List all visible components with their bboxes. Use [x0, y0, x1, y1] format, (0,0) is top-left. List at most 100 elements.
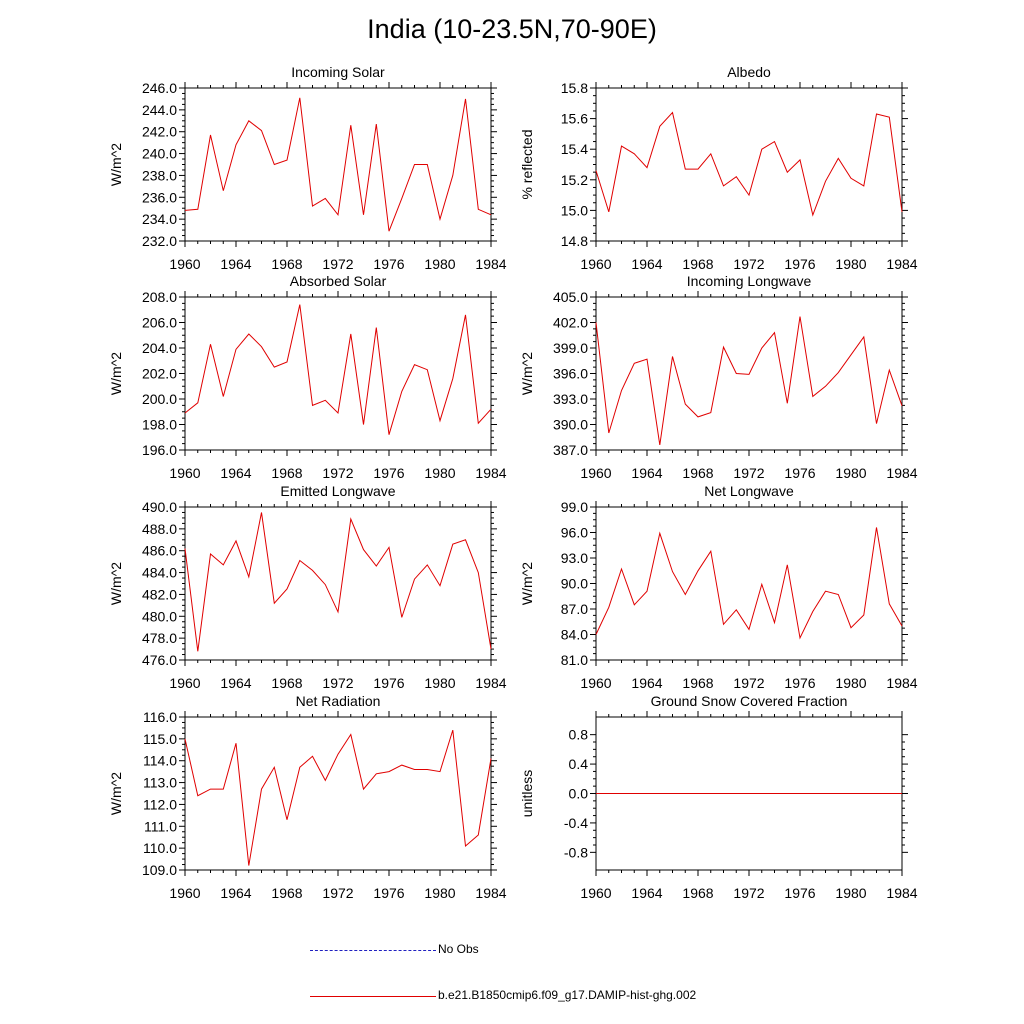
x-tick-label: 1960 — [169, 675, 200, 691]
y-axis-label: W/m^2 — [108, 143, 124, 186]
panel-4: Incoming Longwave W/m^2 387.0 390.0 393.0 396… — [519, 273, 918, 481]
y-tick-label: 484.0 — [142, 565, 177, 581]
x-tick-label: 1972 — [322, 465, 353, 481]
x-tick-label: 1972 — [733, 885, 764, 901]
y-tick-label: 15.2 — [561, 172, 588, 188]
x-tick-label: 1984 — [886, 256, 917, 272]
y-tick-label: 393.0 — [553, 391, 588, 407]
panel-6: Net Longwave W/m^2 81.0 84.0 87.0 90.0 93.0 96.… — [519, 483, 918, 691]
panel-title: Net Radiation — [296, 693, 381, 709]
panel-title: Albedo — [727, 64, 771, 80]
x-tick-label: 1984 — [475, 675, 506, 691]
y-tick-label: 246.0 — [142, 80, 177, 96]
y-tick-label: 99.0 — [561, 499, 588, 515]
y-tick-label: 93.0 — [561, 550, 588, 566]
y-tick-label: 206.0 — [142, 315, 177, 331]
y-tick-label: 110.0 — [143, 840, 177, 856]
y-tick-label: 200.0 — [142, 391, 177, 407]
panel-8: Ground Snow Covered Fraction unitless -0.8… — [519, 693, 918, 901]
x-tick-label: 1964 — [631, 465, 662, 481]
plot-frame — [595, 506, 903, 661]
x-tick-label: 1980 — [424, 885, 455, 901]
x-tick-label: 1976 — [373, 885, 404, 901]
y-axis-label: W/m^2 — [108, 562, 124, 605]
x-tick-label: 1972 — [322, 675, 353, 691]
x-tick-label: 1972 — [322, 256, 353, 272]
panel-1: Incoming Solar W/m^2 232.0 234.0 236.0 238.0 2… — [108, 64, 507, 272]
y-tick-label: 402.0 — [553, 315, 588, 331]
y-axis-label: W/m^2 — [108, 352, 124, 395]
legend-obs-swatch — [310, 950, 436, 951]
plot-frame — [184, 506, 492, 661]
x-tick-label: 1984 — [886, 465, 917, 481]
panel-title: Net Longwave — [704, 483, 794, 499]
panel-5: Emitted Longwave W/m^2 476.0 478.0 480.0 482.… — [108, 483, 507, 691]
x-tick-label: 1980 — [835, 675, 866, 691]
panel-3: Absorbed Solar W/m^2 196.0 198.0 200.0 202.0 2… — [108, 273, 507, 481]
y-tick-label: 478.0 — [142, 630, 177, 646]
y-tick-label: 204.0 — [142, 340, 177, 356]
x-tick-label: 1968 — [271, 465, 302, 481]
y-axis-label: W/m^2 — [108, 772, 124, 815]
x-tick-label: 1976 — [373, 465, 404, 481]
x-tick-label: 1960 — [169, 465, 200, 481]
x-tick-label: 1968 — [271, 885, 302, 901]
x-tick-label: 1976 — [784, 256, 815, 272]
legend-model-label: b.e21.B1850cmip6.f09_g17.DAMIP-hist-ghg.… — [438, 988, 697, 1002]
y-tick-label: 116.0 — [143, 709, 177, 725]
x-tick-label: 1980 — [424, 465, 455, 481]
x-tick-label: 1976 — [784, 885, 815, 901]
y-tick-label: 113.0 — [143, 775, 177, 791]
panel-title: Incoming Solar — [291, 64, 385, 80]
x-tick-label: 1984 — [475, 885, 506, 901]
plot-frame — [184, 296, 492, 451]
series-line — [184, 304, 492, 435]
x-tick-label: 1964 — [220, 885, 251, 901]
y-tick-label: 240.0 — [142, 146, 177, 162]
y-tick-label: 480.0 — [142, 608, 177, 624]
y-tick-label: 114.0 — [143, 753, 177, 769]
page-title: India (10-23.5N,70-90E) — [367, 14, 657, 44]
y-tick-label: 208.0 — [142, 289, 177, 305]
x-tick-label: 1972 — [733, 675, 764, 691]
x-tick-label: 1964 — [220, 465, 251, 481]
y-tick-label: 0.8 — [569, 727, 589, 743]
x-tick-label: 1968 — [682, 465, 713, 481]
x-tick-label: 1968 — [682, 885, 713, 901]
x-tick-label: 1968 — [682, 675, 713, 691]
x-tick-label: 1960 — [580, 885, 611, 901]
y-axis-label: W/m^2 — [519, 352, 535, 395]
x-tick-label: 1960 — [169, 885, 200, 901]
y-tick-label: 96.0 — [561, 525, 588, 541]
x-tick-label: 1972 — [733, 256, 764, 272]
x-tick-label: 1964 — [631, 256, 662, 272]
x-tick-label: 1972 — [322, 885, 353, 901]
y-tick-label: 238.0 — [142, 167, 177, 183]
y-tick-label: 87.0 — [561, 601, 588, 617]
x-tick-label: 1984 — [475, 465, 506, 481]
y-tick-label: 14.8 — [561, 233, 588, 249]
x-tick-label: 1960 — [169, 256, 200, 272]
x-tick-label: 1984 — [475, 256, 506, 272]
x-tick-label: 1980 — [424, 256, 455, 272]
y-tick-label: 111.0 — [144, 818, 177, 834]
y-tick-label: 232.0 — [142, 233, 177, 249]
x-tick-label: 1972 — [733, 465, 764, 481]
panel-2: Albedo % reflected 14.8 15.0 15.2 15.4 15.6 15.… — [519, 64, 918, 272]
x-tick-label: 1968 — [271, 675, 302, 691]
series-line — [184, 97, 492, 232]
y-tick-label: 202.0 — [142, 366, 177, 382]
y-tick-label: 15.6 — [561, 111, 588, 127]
y-tick-label: 196.0 — [142, 442, 177, 458]
y-axis-label: % reflected — [519, 129, 535, 199]
y-tick-label: 396.0 — [553, 366, 588, 382]
y-tick-label: 399.0 — [553, 340, 588, 356]
y-tick-label: 0.4 — [569, 756, 589, 772]
y-tick-label: 488.0 — [142, 521, 177, 537]
x-tick-label: 1976 — [784, 465, 815, 481]
y-tick-label: 390.0 — [553, 417, 588, 433]
panel-7: Net Radiation W/m^2 109.0 110.0 111.0 112.0 11… — [108, 693, 507, 901]
y-tick-label: 234.0 — [142, 211, 177, 227]
y-tick-label: 15.4 — [561, 141, 588, 157]
x-tick-label: 1984 — [886, 885, 917, 901]
